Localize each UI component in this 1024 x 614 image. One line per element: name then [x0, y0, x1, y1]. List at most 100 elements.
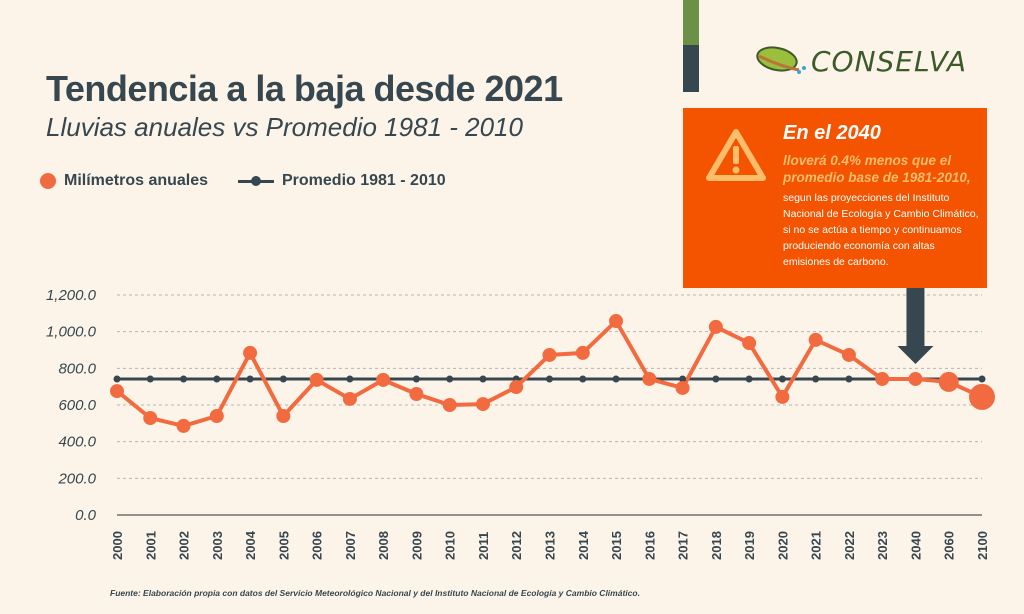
decor-bar-green — [683, 0, 699, 45]
average-point — [146, 375, 154, 383]
source-footer: Fuente: Elaboración propia con datos del… — [110, 588, 640, 598]
x-tick-label: 2019 — [742, 531, 757, 560]
callout-highlight: lloverá 0.4% menos que el promedio base … — [783, 153, 971, 185]
annual-point — [376, 372, 391, 387]
annual-point — [409, 387, 424, 401]
x-tick-label: 2000 — [110, 531, 125, 560]
annual-point — [243, 345, 258, 360]
average-point — [546, 375, 553, 383]
x-tick-label: 2100 — [975, 531, 990, 560]
warning-icon — [706, 129, 766, 181]
chart-title: Tendencia a la baja desde 2021 — [46, 68, 563, 109]
callout-heading: En el 2040 — [783, 122, 881, 144]
x-tick-label: 2005 — [276, 531, 291, 560]
x-tick-label: 2010 — [443, 531, 458, 560]
y-tick-label: 200.0 — [57, 470, 96, 487]
conselva-logo: CONSELVA — [755, 44, 967, 78]
x-tick-label: 2013 — [543, 531, 558, 560]
annual-point — [969, 383, 995, 410]
average-point — [978, 375, 986, 383]
annual-line — [115, 317, 983, 428]
legend-line-icon — [238, 176, 274, 186]
x-tick-label: 2017 — [676, 531, 691, 560]
annual-point — [542, 347, 557, 362]
x-tick-label: 2016 — [642, 531, 657, 560]
average-point — [446, 375, 454, 383]
x-tick-label: 2002 — [177, 531, 192, 560]
annual-point — [841, 347, 856, 362]
x-tick-label: 2009 — [409, 531, 424, 560]
x-tick-label: 2006 — [310, 531, 325, 560]
y-tick-label: 800.0 — [58, 360, 96, 377]
logo-text: CONSELVA — [811, 44, 967, 78]
annual-point — [209, 409, 224, 423]
x-tick-label: 2060 — [942, 531, 957, 560]
legend-label: Promedio 1981 - 2010 — [282, 172, 446, 189]
x-tick-label: 2011 — [476, 532, 491, 560]
x-tick-label: 2040 — [908, 531, 923, 560]
average-point — [279, 375, 287, 383]
average-point — [745, 375, 753, 383]
average-point — [113, 375, 121, 383]
annual-point — [342, 391, 357, 406]
annual-point — [110, 384, 124, 399]
annual-point — [575, 345, 590, 360]
average-point — [479, 375, 487, 383]
annual-point — [442, 398, 457, 412]
y-tick-label: 0.0 — [75, 507, 97, 524]
annual-point — [808, 332, 823, 347]
average-point — [412, 375, 420, 383]
x-tick-label: 2015 — [609, 531, 624, 560]
x-tick-label: 2004 — [243, 530, 258, 560]
average-point — [579, 375, 587, 383]
annual-point — [642, 371, 657, 386]
x-tick-label: 2008 — [376, 531, 391, 560]
arrow-head-icon — [897, 346, 934, 364]
average-point — [778, 375, 786, 383]
x-tick-label: 2020 — [775, 531, 790, 560]
annual-point — [908, 371, 923, 386]
y-tick-label: 400.0 — [58, 434, 96, 451]
legend-item-annual: Milímetros anuales — [40, 172, 208, 190]
annual-point — [708, 319, 723, 334]
x-tick-label: 2007 — [343, 531, 358, 560]
average-point — [612, 375, 620, 383]
decor-bar-dark — [683, 45, 699, 92]
x-tick-label: 2012 — [509, 531, 524, 560]
annual-point — [276, 409, 291, 423]
average-point — [246, 375, 254, 383]
y-tick-label: 1,000.0 — [46, 324, 97, 341]
average-point — [180, 375, 188, 383]
annual-point — [675, 380, 690, 395]
annual-point — [775, 389, 790, 404]
average-point — [213, 375, 221, 383]
x-tick-label: 2023 — [875, 531, 890, 560]
legend-item-average: Promedio 1981 - 2010 — [238, 172, 446, 190]
callout-box: En el 2040 lloverá 0.4% menos que el pro… — [683, 108, 987, 288]
annual-point — [938, 371, 959, 392]
leaf-icon — [756, 46, 806, 74]
y-tick-label: 1,200.0 — [46, 287, 97, 304]
x-tick-label: 2003 — [210, 531, 225, 560]
average-point — [845, 375, 853, 383]
x-tick-label: 2014 — [576, 530, 591, 560]
annual-point — [143, 411, 158, 426]
average-point — [679, 375, 687, 383]
x-tick-label: 2022 — [842, 531, 857, 560]
x-tick-label: 2001 — [143, 531, 158, 560]
arrow-shaft — [906, 272, 925, 347]
legend-label: Milímetros anuales — [64, 172, 209, 189]
x-tick-label: 2021 — [809, 531, 824, 560]
annual-point — [875, 371, 890, 386]
average-point — [346, 375, 354, 383]
annual-point — [742, 336, 757, 351]
x-tick-label: 2018 — [709, 531, 724, 560]
y-tick-label: 600.0 — [58, 397, 96, 414]
annual-point — [509, 380, 524, 395]
annual-point — [609, 314, 624, 329]
legend-dot-icon — [40, 173, 56, 189]
annual-point — [475, 397, 490, 412]
chart-subtitle: Lluvias anuales vs Promedio 1981 - 2010 — [46, 112, 523, 142]
callout-body: segun las proyecciones del Instituto Nac… — [783, 192, 979, 268]
